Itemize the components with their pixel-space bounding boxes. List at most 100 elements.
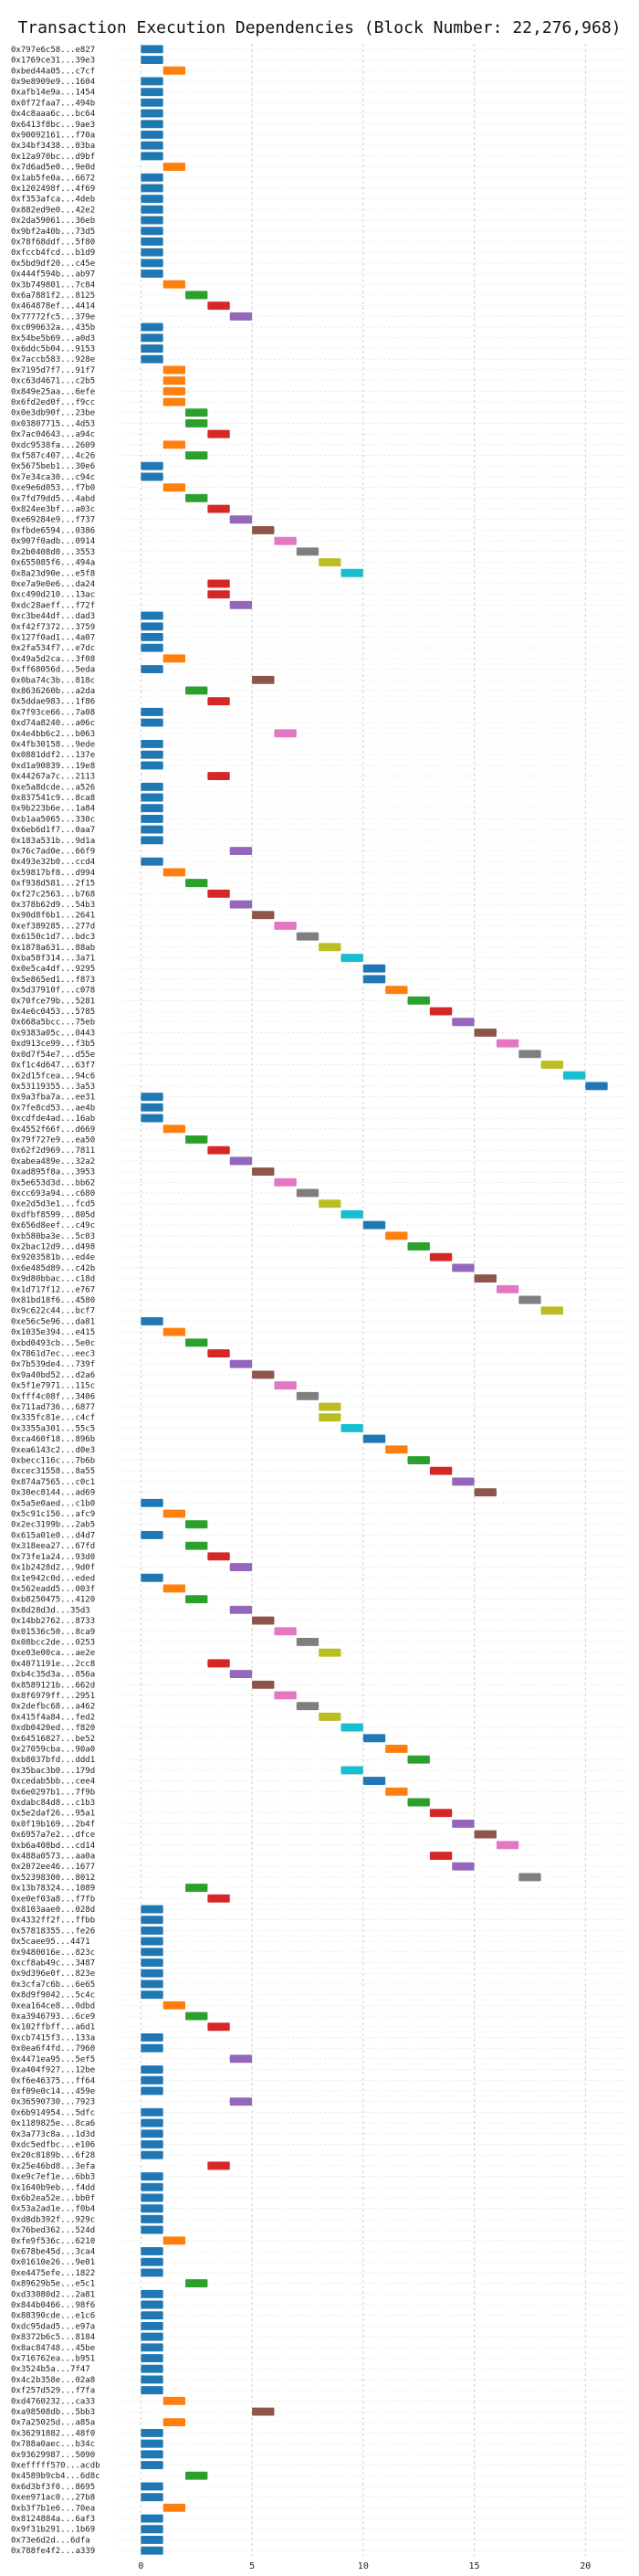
row-label: 0xb8037bfd...ddd1 — [11, 1756, 95, 1765]
row-label: 0x3cfa7c6b...6e65 — [11, 1980, 95, 1990]
row-label: 0xfe9f536c...6210 — [11, 2237, 95, 2246]
row-label: 0x2fa534f7...e7dc — [11, 644, 95, 653]
execution-bar — [185, 290, 208, 300]
execution-bar — [385, 1231, 408, 1240]
row-label: 0xbed44a05...c7cf — [11, 67, 95, 76]
execution-bar — [452, 1263, 475, 1272]
row-label: 0x36590730...7923 — [11, 2098, 95, 2107]
row-label: 0x1d717f12...e767 — [11, 1285, 95, 1294]
row-label: 0xff68056d...5eda — [11, 666, 95, 675]
execution-bar — [229, 900, 253, 909]
execution-bar — [141, 1905, 163, 1914]
row-label: 0x9d80bbac...c18d — [11, 1275, 95, 1284]
row-label: 0x7b539de4...739f — [11, 1360, 95, 1369]
execution-bar — [141, 152, 163, 161]
execution-bar — [407, 1242, 430, 1251]
execution-bar — [474, 1830, 497, 1839]
row-label: 0x2b0408d0...3553 — [11, 548, 95, 557]
execution-bar — [141, 2525, 163, 2534]
row-label: 0x7195d7f7...91f7 — [11, 366, 95, 375]
execution-bar — [407, 1456, 430, 1464]
execution-bar — [162, 1509, 186, 1518]
row-label: 0x4471ea95...5ef5 — [11, 2055, 95, 2064]
row-label: 0x77772fc5...379e — [11, 312, 95, 322]
row-label: 0x2072ee46...1677 — [11, 1863, 95, 1872]
row-label: 0x6957a7e2...dfce — [11, 1831, 95, 1840]
row-label: 0xf27c2563...b768 — [11, 890, 95, 899]
execution-bar — [229, 2097, 253, 2106]
row-label: 0x9bf2a40b...73d5 — [11, 227, 95, 237]
execution-bar — [141, 1103, 163, 1112]
row-label: 0x12a970bc...d9bf — [11, 153, 95, 162]
execution-bar — [141, 2428, 163, 2437]
execution-bar — [340, 1723, 363, 1732]
execution-bar — [207, 697, 230, 706]
execution-bar — [141, 782, 163, 791]
row-label: 0x102ffbff...a6d1 — [11, 2023, 95, 2032]
row-label: 0x79f727e9...ea50 — [11, 1135, 95, 1145]
execution-bar — [207, 504, 230, 513]
row-label: 0x08bcc2de...0253 — [11, 1638, 95, 1647]
execution-bar — [162, 163, 186, 172]
execution-bar — [296, 1391, 320, 1400]
row-label: 0xb1aa5065...330c — [11, 815, 95, 824]
row-label: 0x1878a631...88ab — [11, 944, 95, 953]
execution-bar — [162, 1124, 186, 1134]
execution-bar — [141, 131, 163, 139]
row-label: 0xf587c407...4c26 — [11, 452, 95, 461]
execution-bar — [385, 1445, 408, 1454]
row-label: 0xcedab5bb...cee4 — [11, 1778, 95, 1787]
row-label: 0x9d396e0f...823e — [11, 1969, 95, 1979]
execution-bar — [141, 2086, 163, 2096]
row-label: 0x837541c9...8ca8 — [11, 794, 95, 803]
row-label: 0xdc28aeff...f72f — [11, 601, 95, 610]
row-label: 0x4552f66f...d669 — [11, 1125, 95, 1135]
row-label: 0x4e4bb6c2...b063 — [11, 730, 95, 739]
row-label: 0x8ac84748...45be — [11, 2344, 95, 2353]
execution-bar — [141, 1969, 163, 1978]
execution-bar — [429, 1466, 453, 1475]
execution-bar — [162, 2001, 186, 2010]
row-label: 0x8d9f9042...5c4c — [11, 1991, 95, 2001]
row-label: 0x25e46bd8...3efa — [11, 2162, 95, 2171]
row-label: 0x34bf3438...03ba — [11, 142, 95, 151]
execution-bar — [185, 2279, 208, 2288]
execution-bar — [141, 718, 163, 727]
row-label: 0x3b749801...7c84 — [11, 280, 95, 290]
execution-bar — [185, 418, 208, 428]
row-label: 0xca460f18...896b — [11, 1435, 95, 1444]
row-label: 0xdb0420ed...f820 — [11, 1724, 95, 1733]
execution-bar — [141, 2375, 163, 2384]
execution-bar — [141, 1498, 163, 1507]
row-label: 0xe9e6d053...f7b0 — [11, 484, 95, 493]
row-label: 0x788a0aec...b34c — [11, 2440, 95, 2449]
row-label: 0x76bed362...524d — [11, 2226, 95, 2235]
execution-bar — [141, 2439, 163, 2448]
row-label: 0x81bd18f6...4580 — [11, 1296, 95, 1305]
row-label: 0x5e2daf26...95a1 — [11, 1810, 95, 1819]
execution-bar — [207, 579, 230, 588]
execution-bar — [141, 259, 163, 268]
execution-bar — [141, 2129, 163, 2138]
row-label: 0xe9c7ef1e...6bb3 — [11, 2173, 95, 2182]
execution-bar — [141, 750, 163, 759]
row-label: 0x907f0adb...0914 — [11, 537, 95, 546]
row-label: 0xdfbf8599...805d — [11, 1210, 95, 1219]
execution-bar — [141, 2300, 163, 2309]
execution-bar — [141, 248, 163, 257]
execution-bar — [141, 2482, 163, 2491]
execution-bar — [319, 1199, 341, 1209]
row-label: 0x9480016e...823c — [11, 1948, 95, 1958]
execution-bar — [519, 1873, 541, 1882]
execution-bar — [162, 868, 186, 877]
row-label: 0xe69284e9...f737 — [11, 516, 95, 525]
x-tick-label: 10 — [358, 2561, 369, 2571]
row-label: 0x90092161...f70a — [11, 131, 95, 140]
row-label: 0x64516827...be52 — [11, 1735, 95, 1744]
row-label: 0x378b62d9...54b3 — [11, 901, 95, 910]
row-label: 0xc090632a...435b — [11, 323, 95, 333]
execution-bar — [207, 889, 230, 898]
row-label: 0xb6a408bd...cd14 — [11, 1842, 95, 1851]
row-label: 0xe7a9e0e6...da24 — [11, 580, 95, 589]
execution-bar — [141, 2332, 163, 2341]
